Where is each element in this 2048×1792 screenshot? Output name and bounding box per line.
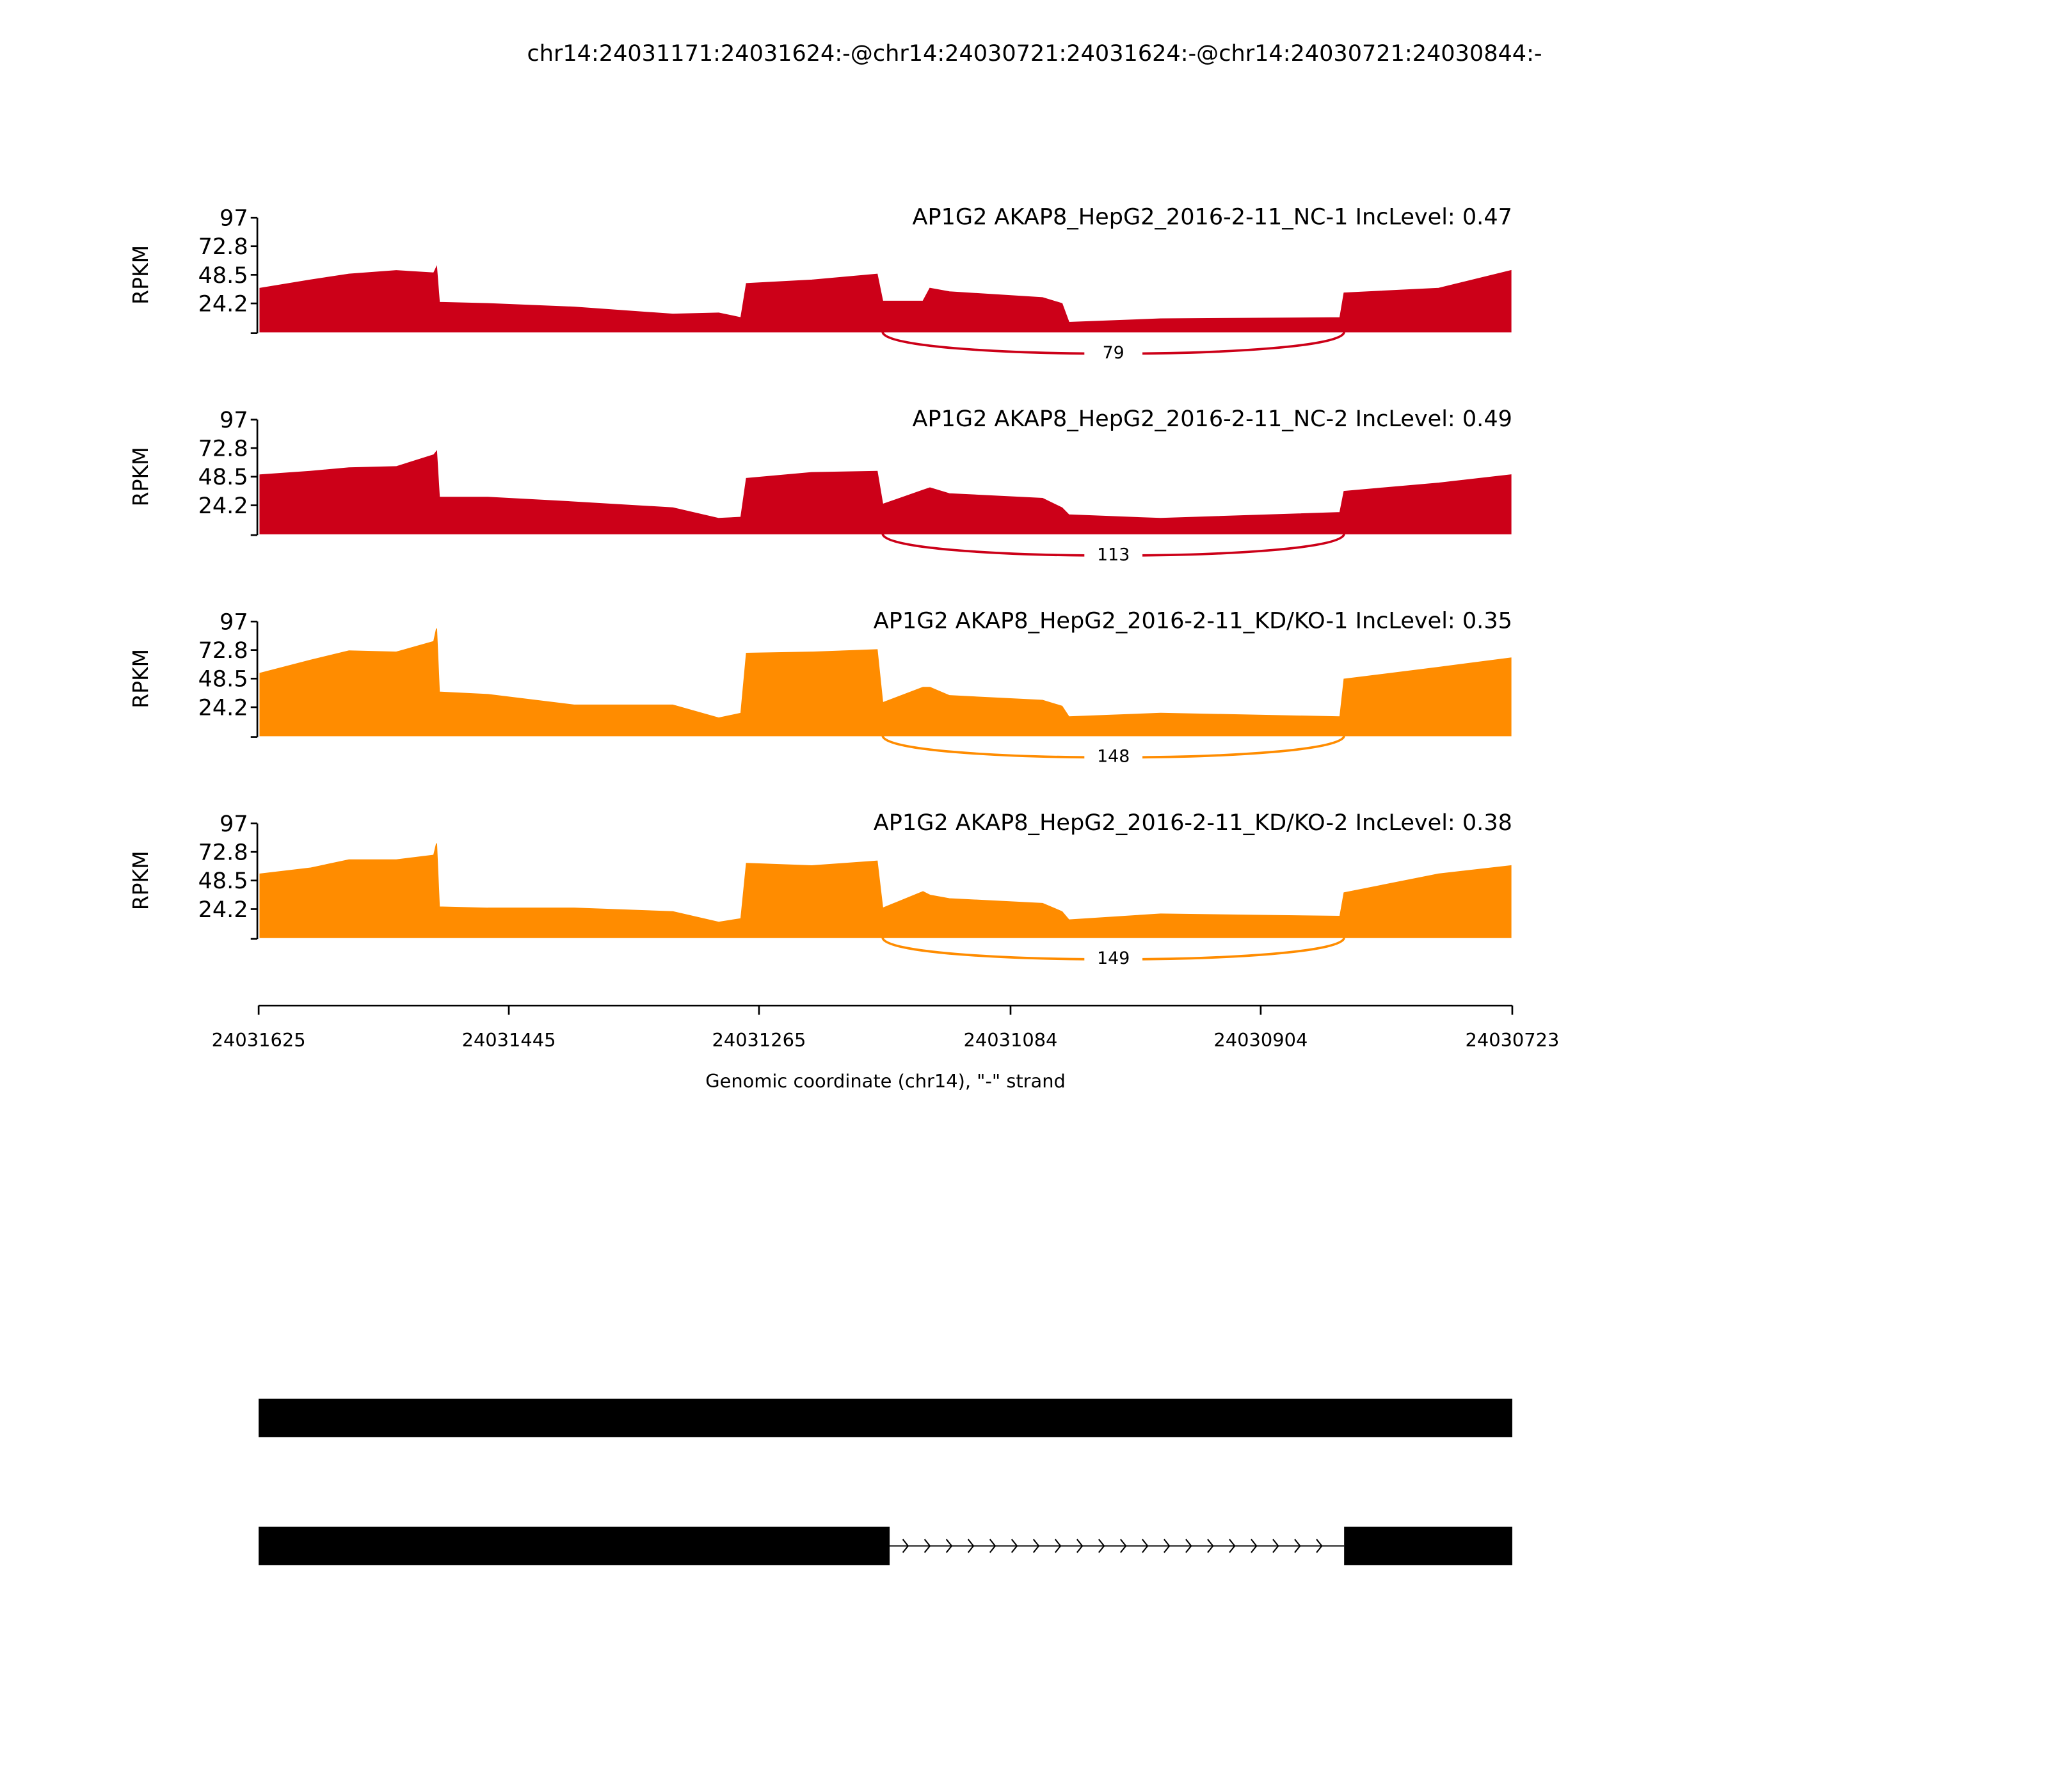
intron-arrow — [1164, 1539, 1171, 1553]
intron-arrow — [967, 1539, 975, 1553]
y-tick-label: 97 — [220, 609, 248, 636]
intron-arrow — [1142, 1539, 1149, 1553]
y-tick-label: 48.5 — [198, 868, 248, 894]
intron-arrow — [945, 1539, 953, 1553]
intron-arrow — [1294, 1539, 1301, 1553]
exon — [259, 1398, 1512, 1437]
x-axis-label: Genomic coordinate (chr14), "-" strand — [705, 1070, 1066, 1092]
track-label: AP1G2 AKAP8_HepG2_2016-2-11_NC-2 IncLeve… — [913, 406, 1512, 432]
y-tick-label: 72.8 — [198, 234, 248, 260]
chart-title: chr14:24031171:24031624:-@chr14:24030721… — [527, 40, 1542, 67]
y-tick-label: 24.2 — [198, 493, 248, 519]
coverage-area — [259, 628, 1512, 737]
plot-area: chr14:24031171:24031624:-@chr14:24030721… — [128, 40, 1559, 1565]
y-tick-label: 97 — [220, 205, 248, 232]
intron-arrow — [902, 1539, 909, 1553]
intron-arrow — [1055, 1539, 1062, 1553]
junction-label-box — [1084, 544, 1143, 564]
y-axis-label: RPKM — [128, 649, 153, 708]
x-tick-label: 24031445 — [462, 1029, 556, 1051]
y-axis-label: RPKM — [128, 851, 153, 910]
junction-label-box — [1084, 746, 1143, 766]
junction-count: 148 — [1097, 747, 1130, 767]
intron-arrow — [1272, 1539, 1279, 1553]
y-tick-label: 97 — [220, 811, 248, 837]
y-tick-label: 72.8 — [198, 839, 248, 865]
junction-count: 149 — [1097, 948, 1130, 968]
coverage-area — [259, 843, 1512, 938]
coverage-area — [259, 450, 1512, 534]
y-tick-label: 24.2 — [198, 897, 248, 923]
coverage-area — [259, 265, 1512, 333]
intron-arrow — [1120, 1539, 1127, 1553]
junction-label-box — [1084, 342, 1143, 362]
intron-arrow — [1185, 1539, 1192, 1553]
track-label: AP1G2 AKAP8_HepG2_2016-2-11_NC-1 IncLeve… — [913, 204, 1512, 230]
track-label: AP1G2 AKAP8_HepG2_2016-2-11_KD/KO-2 IncL… — [874, 810, 1512, 836]
junction-count: 79 — [1103, 343, 1124, 363]
junction-count: 113 — [1097, 545, 1130, 564]
exon — [1344, 1526, 1512, 1565]
y-axis-label: RPKM — [128, 245, 153, 305]
y-tick-label: 48.5 — [198, 464, 248, 490]
y-tick-label: 97 — [220, 407, 248, 433]
x-tick-label: 24030904 — [1213, 1029, 1308, 1051]
intron-arrow — [1098, 1539, 1105, 1553]
y-tick-label: 24.2 — [198, 291, 248, 317]
intron-arrow — [1251, 1539, 1258, 1553]
junction-label-box — [1084, 948, 1143, 968]
intron-arrow — [1316, 1539, 1323, 1553]
x-tick-label: 24030723 — [1465, 1029, 1559, 1051]
intron-arrow — [989, 1539, 996, 1553]
y-tick-label: 72.8 — [198, 637, 248, 664]
x-tick-label: 24031625 — [212, 1029, 306, 1051]
x-tick-label: 24031084 — [964, 1029, 1058, 1051]
intron-arrow — [1207, 1539, 1214, 1553]
y-tick-label: 24.2 — [198, 694, 248, 721]
y-axis-label: RPKM — [128, 447, 153, 506]
intron-arrow — [1032, 1539, 1040, 1553]
y-tick-label: 72.8 — [198, 436, 248, 462]
intron-arrow — [1229, 1539, 1236, 1553]
x-tick-label: 24031265 — [712, 1029, 806, 1051]
y-tick-label: 48.5 — [198, 666, 248, 692]
track-label: AP1G2 AKAP8_HepG2_2016-2-11_KD/KO-1 IncL… — [874, 607, 1512, 634]
intron-arrow — [1011, 1539, 1018, 1553]
intron-arrow — [924, 1539, 931, 1553]
y-tick-label: 48.5 — [198, 262, 248, 289]
exon — [259, 1526, 890, 1565]
intron-arrow — [1076, 1539, 1084, 1553]
